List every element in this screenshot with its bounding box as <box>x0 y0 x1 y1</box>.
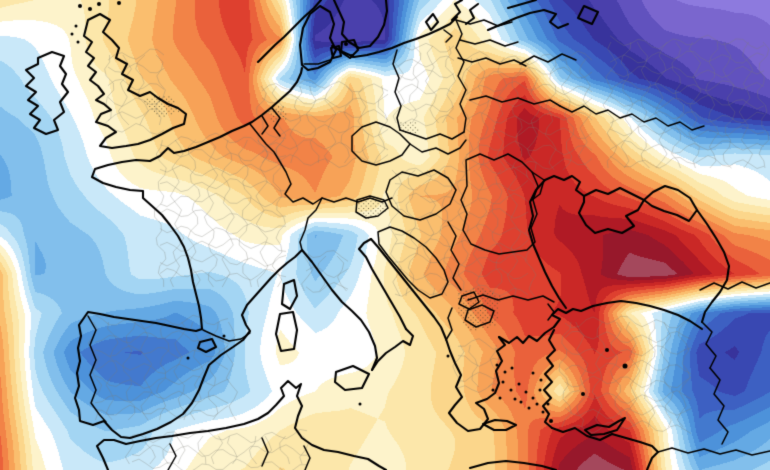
anomaly-map-canvas <box>0 0 770 470</box>
temperature-anomaly-map <box>0 0 770 470</box>
